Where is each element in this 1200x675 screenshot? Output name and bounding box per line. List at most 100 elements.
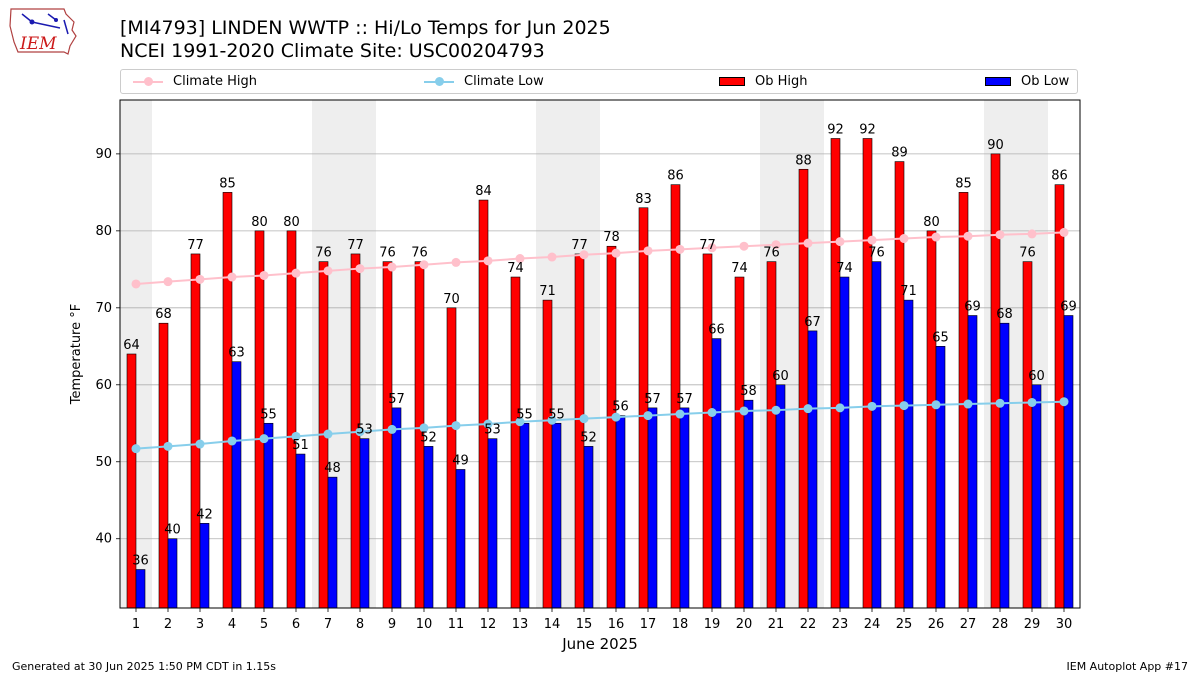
ob-low-bar: [231, 361, 242, 609]
ob-low-bar: [743, 399, 754, 609]
x-tick-label: 19: [704, 617, 721, 632]
ob-low-label: 63: [228, 346, 245, 361]
climate-low-point: [867, 401, 877, 411]
climate-high-point: [867, 235, 877, 245]
ob-low-label: 69: [964, 300, 981, 315]
ob-high-bar: [286, 230, 297, 609]
y-tick-label: 70: [95, 301, 112, 316]
ob-high-label: 76: [315, 246, 332, 261]
x-tick-label: 12: [480, 617, 497, 632]
ob-high-label: 86: [1051, 169, 1068, 184]
x-tick-label: 17: [640, 617, 657, 632]
ob-high-label: 70: [443, 292, 460, 307]
chart-subtitle: NCEI 1991-2020 Climate Site: USC00204793: [120, 40, 545, 62]
ob-high-bar: [830, 138, 841, 609]
climate-high-point: [771, 240, 781, 250]
ob-high-bar: [766, 261, 777, 609]
climate-low-point: [131, 444, 141, 454]
ob-low-label: 74: [836, 261, 853, 276]
ob-low-bar: [615, 415, 626, 609]
ob-high-bar: [510, 276, 521, 609]
ob-low-bar: [167, 538, 178, 609]
x-tick-label: 1: [132, 617, 140, 632]
climate-high-point: [1027, 229, 1037, 239]
climate-high-point: [163, 277, 173, 287]
legend-label-climate-low: Climate Low: [464, 74, 544, 89]
x-tick-label: 16: [608, 617, 625, 632]
ob-high-label: 85: [219, 176, 236, 191]
x-tick-label: 22: [800, 617, 817, 632]
ob-high-swatch: [719, 77, 745, 86]
ob-high-label: 90: [987, 138, 1004, 153]
climate-high-point: [899, 234, 909, 244]
ob-high-bar: [702, 253, 713, 609]
ob-high-label: 76: [763, 246, 780, 261]
legend: Climate High Climate Low Ob High Ob Low: [120, 69, 1078, 94]
x-tick-label: 15: [576, 617, 593, 632]
climate-high-point: [259, 270, 269, 280]
climate-high-point: [227, 272, 237, 282]
gridlines: [120, 153, 1080, 540]
x-tick-label: 21: [768, 617, 785, 632]
ob-high-label: 74: [507, 261, 524, 276]
climate-low-point: [419, 423, 429, 433]
climate-high-point: [835, 237, 845, 247]
x-tick-label: 4: [228, 617, 236, 632]
x-axis-title: June 2025: [561, 635, 638, 653]
climate-low-swatch: [424, 76, 454, 86]
ob-low-label: 55: [516, 407, 533, 422]
ob-low-label: 60: [1028, 369, 1045, 384]
ob-low-bar: [711, 338, 722, 609]
ob-low-bar: [359, 438, 370, 609]
data-labels: 64 36 68 40 77 42 85 63 80 55 80 51 76 48 77 53 76 57 76 52…: [123, 122, 1077, 568]
legend-label-ob-high: Ob High: [755, 74, 808, 89]
climate-high-point: [803, 238, 813, 248]
climate-low-point: [835, 403, 845, 413]
climate-low-point: [995, 398, 1005, 408]
ob-high-bar: [606, 245, 617, 609]
climate-low-point: [707, 407, 717, 417]
ob-high-label: 68: [155, 307, 172, 322]
ob-low-bar: [903, 299, 914, 609]
legend-item-climate-low: Climate Low: [424, 70, 544, 93]
climate-low-point: [195, 439, 205, 449]
ob-low-bar: [391, 407, 402, 609]
x-tick-label: 24: [864, 617, 881, 632]
x-tick-label: 30: [1056, 617, 1073, 632]
ob-low-bar: [135, 569, 146, 609]
climate-low-point: [387, 424, 397, 434]
legend-label-climate-high: Climate High: [173, 74, 258, 89]
legend-item-ob-high: Ob High: [719, 70, 808, 93]
climate-low-point: [611, 412, 621, 422]
climate-high-point: [739, 241, 749, 251]
ob-low-bar: [999, 322, 1010, 609]
ob-high-label: 71: [539, 284, 556, 299]
x-tick-label: 7: [324, 617, 332, 632]
climate-high-point: [419, 260, 429, 270]
ob-low-label: 53: [356, 423, 373, 438]
ob-high-bar: [990, 153, 1001, 609]
ob-low-label: 76: [868, 246, 885, 261]
x-tick-label: 14: [544, 617, 561, 632]
legend-item-ob-low: Ob Low: [985, 70, 1069, 93]
ob-high-label: 74: [731, 261, 748, 276]
climate-low-point: [515, 417, 525, 427]
climate-low-point: [451, 421, 461, 431]
ob-low-bar: [1031, 384, 1042, 609]
x-tick-label: 6: [292, 617, 300, 632]
ob-high-label: 80: [251, 215, 268, 230]
x-tick-label: 10: [416, 617, 433, 632]
ob-high-bar: [222, 192, 233, 609]
climate-low-point: [483, 419, 493, 429]
climate-high-point: [451, 257, 461, 267]
ob-high-label: 80: [923, 215, 940, 230]
y-tick-label: 50: [95, 455, 112, 470]
ob-low-bar: [583, 446, 594, 609]
ob-low-label: 66: [708, 323, 725, 338]
ob-low-swatch: [985, 77, 1011, 86]
ob-low-bar: [871, 261, 882, 609]
climate-lines: [131, 227, 1069, 454]
climate-low-point: [739, 406, 749, 416]
ob-high-bar: [126, 353, 137, 609]
ob-high-bar: [894, 161, 905, 609]
